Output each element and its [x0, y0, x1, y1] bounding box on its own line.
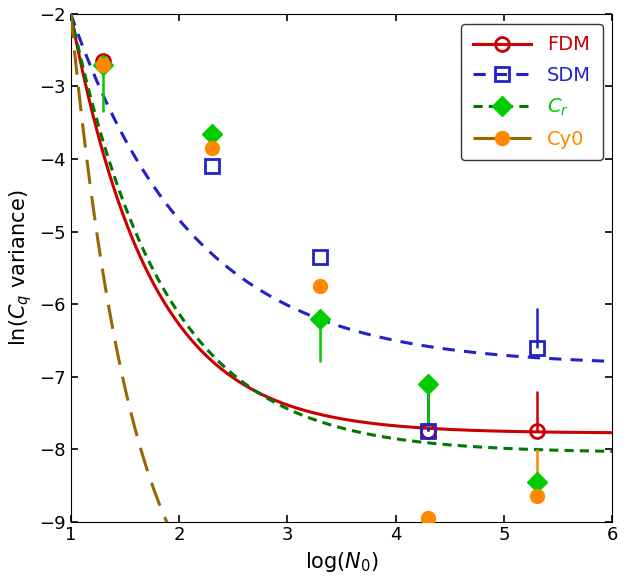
X-axis label: log($N_0$): log($N_0$) — [304, 550, 379, 574]
Y-axis label: ln($C_q$ variance): ln($C_q$ variance) — [7, 189, 34, 346]
Legend: FDM, SDM, $C_r$, Cy0: FDM, SDM, $C_r$, Cy0 — [461, 24, 602, 160]
